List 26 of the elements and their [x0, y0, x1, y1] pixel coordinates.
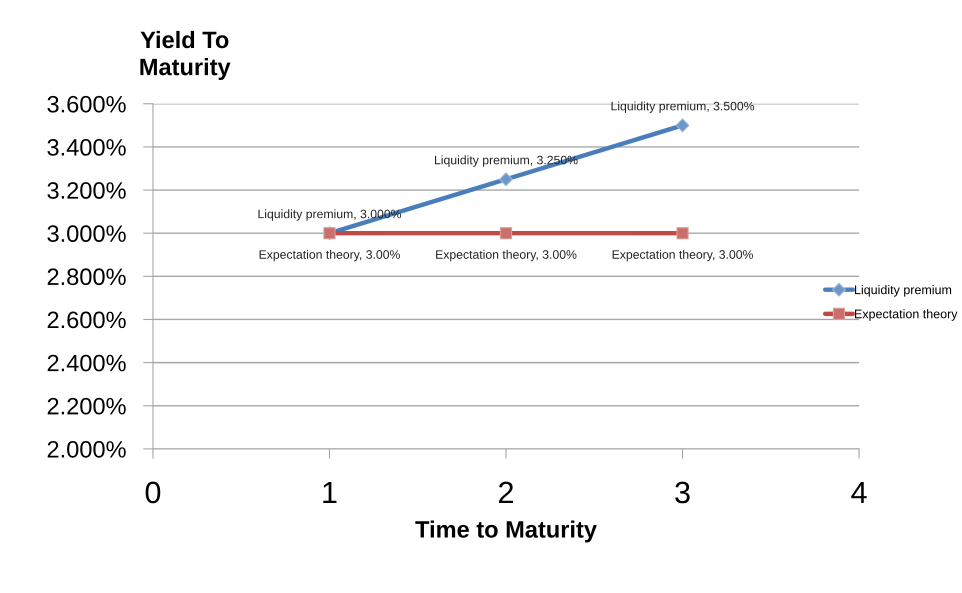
y-tick-label: 2.800% [48, 268, 126, 286]
point [676, 118, 690, 132]
y-tick-label: 2.400% [48, 354, 126, 372]
legend-label: Liquidity premium [855, 285, 952, 297]
point [676, 227, 689, 240]
x-tick-label: 3 [675, 482, 690, 504]
y-tick-label: 2.000% [48, 440, 126, 458]
point [499, 172, 513, 186]
y-tick-label: 3.400% [47, 138, 126, 156]
y-tick-label: 2.200% [48, 398, 126, 415]
x-tick-label: 2 [499, 482, 513, 503]
x-tick-label: 0 [146, 482, 160, 504]
legend-label: Expectation theory [855, 309, 958, 321]
y-tick-label: 3.200% [47, 182, 126, 199]
x-tick-label: 1 [323, 482, 336, 503]
x-axis-title: Time to Maturity [415, 520, 597, 542]
data-label: Expectation theory, 3.00% [260, 250, 400, 262]
point [500, 227, 512, 240]
x-tick-label: 4 [851, 482, 867, 503]
data-label: Expectation theory, 3.00% [612, 250, 753, 262]
y-tick-label: 3.600% [47, 96, 126, 113]
y-axis-title: Yield To Maturity [140, 30, 231, 80]
data-label: Liquidity premium, 3.500% [612, 101, 754, 113]
data-label: Expectation theory, 3.00% [436, 250, 576, 262]
y-tick-label: 2.600% [48, 312, 126, 328]
y-tick-label: 3.000% [47, 225, 126, 242]
